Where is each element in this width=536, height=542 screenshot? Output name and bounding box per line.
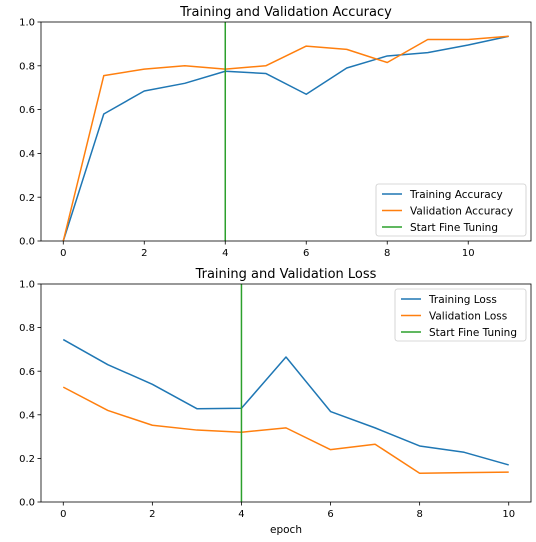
chart2-legend-label-3: Start Fine Tuning <box>429 327 517 339</box>
chart2-y-tick-label: 0.4 <box>19 410 35 421</box>
chart2-legend: Training Loss Validation Loss Start Fine T… <box>394 288 527 342</box>
chart1-x-tick-label: 4 <box>222 248 228 259</box>
chart1-x-tick-label: 6 <box>303 248 309 259</box>
chart2-y-tick-label: 0.2 <box>19 454 35 465</box>
chart2-legend-label-2: Validation Loss <box>429 310 507 322</box>
chart2-y-tick-label: 1.0 <box>19 280 35 291</box>
chart2-x-tick-label: 2 <box>149 509 155 520</box>
chart1-series-line-2 <box>62 35 509 242</box>
chart1-series-line-1 <box>62 35 509 242</box>
chart2-x-tick-label: 4 <box>238 509 244 520</box>
chart1-y-tick-label: 0.2 <box>19 193 35 204</box>
chart1-legend-label-1: Training Accuracy <box>409 189 503 201</box>
chart1-legend-label-3: Start Fine Tuning <box>410 222 498 234</box>
chart1-legend-box <box>375 183 527 237</box>
chart1-y-tick-label: 0.8 <box>19 61 35 72</box>
chart2-x-tick-label: 10 <box>502 509 515 520</box>
chart2-series-line-2 <box>62 386 509 474</box>
chart2-legend-label-1: Training Loss <box>428 294 497 306</box>
chart1-legend-label-2: Validation Accuracy <box>410 205 513 217</box>
chart2-y-tick-label: 0.6 <box>19 367 35 378</box>
chart2-title: Training and Validation Loss <box>195 267 377 282</box>
chart2-x-axis-label: epoch <box>270 524 302 536</box>
chart1-plot-frame <box>40 21 532 242</box>
chart1-y-tick-label: 1.0 <box>19 18 35 29</box>
chart2: 0 2 4 6 8 10 0.0 0.2 0.4 0.6 0.8 1.0 Training and Va… <box>19 267 532 536</box>
chart2-series-line-1 <box>62 338 509 466</box>
chart1-x-tick-label: 8 <box>384 248 390 259</box>
chart2-plot-frame <box>40 283 532 503</box>
chart2-x-tick-label: 0 <box>60 509 66 520</box>
chart2-x-tick-label: 6 <box>327 509 333 520</box>
chart2-x-tick-label: 8 <box>416 509 422 520</box>
chart2-y-tick-label: 0.0 <box>19 498 35 509</box>
chart1-x-tick-label: 0 <box>60 248 66 259</box>
chart2-legend-box <box>394 288 527 342</box>
chart1-title: Training and Validation Accuracy <box>179 5 392 20</box>
chart1: 0 2 4 6 8 10 0.0 0.2 0.4 0.6 0.8 1.0 Training and Va… <box>19 5 532 259</box>
chart1-y-tick-label: 0.4 <box>19 149 35 160</box>
chart1-x-tick-label: 2 <box>141 248 147 259</box>
chart2-y-tick-label: 0.8 <box>19 323 35 334</box>
chart1-x-tick-label: 10 <box>462 248 475 259</box>
chart1-y-tick-label: 0.6 <box>19 105 35 116</box>
chart1-legend: Training Accuracy Validation Accuracy Star… <box>375 183 527 237</box>
chart1-y-tick-label: 0.0 <box>19 237 35 248</box>
